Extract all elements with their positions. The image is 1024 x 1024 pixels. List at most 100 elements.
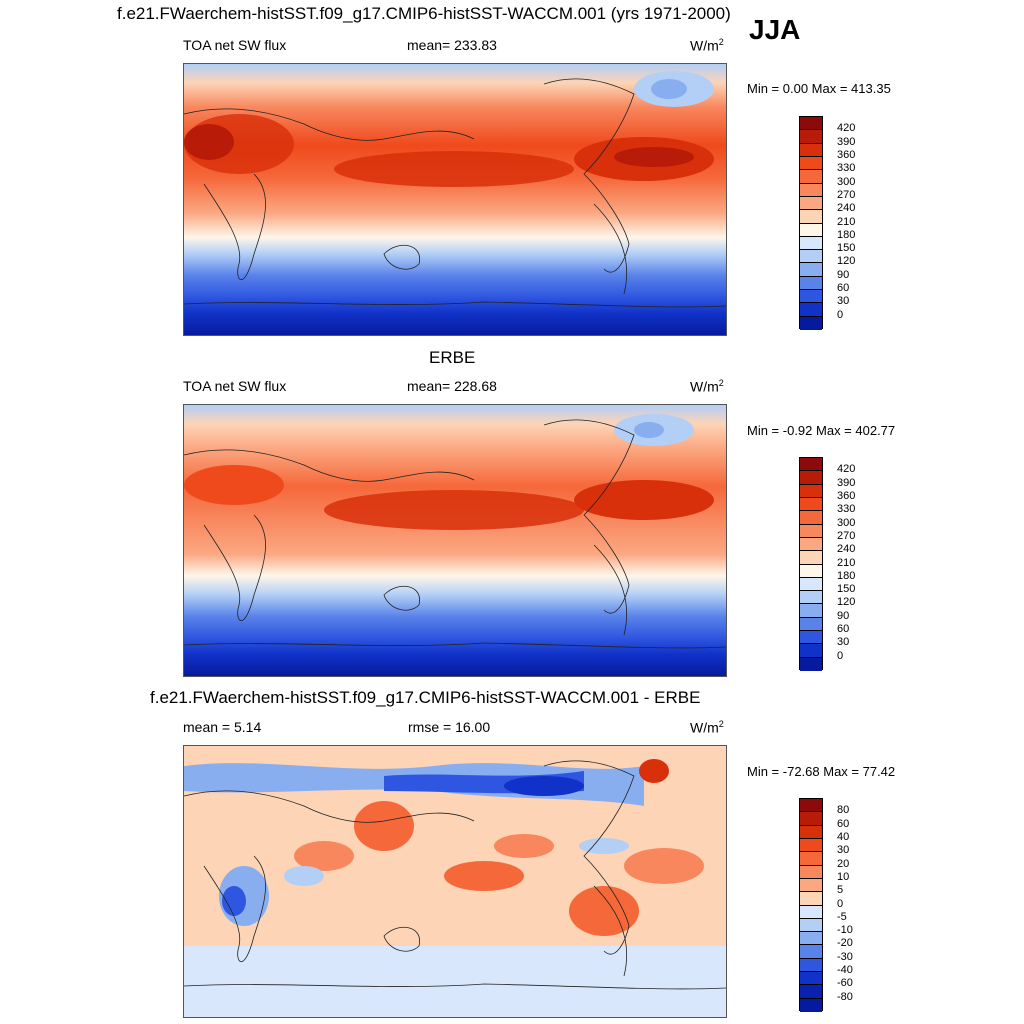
panel2-heading: ERBE (429, 348, 476, 367)
colorbar-swatch (800, 183, 822, 197)
panel2-units: W/m2 (690, 378, 724, 395)
colorbar-swatch (800, 484, 822, 498)
panel2-colorbar-swatches (799, 457, 823, 671)
panel2-variable-label: TOA net SW flux (183, 378, 287, 394)
colorbar-tick-label: 300 (837, 175, 856, 188)
colorbar-swatch (800, 812, 822, 826)
colorbar-swatch (800, 878, 822, 893)
colorbar-tick-label: 300 (837, 516, 856, 529)
colorbar-tick-label: -80 (837, 990, 853, 1003)
colorbar-tick-label: 420 (837, 122, 856, 135)
panel1-variable-label: TOA net SW flux (183, 37, 287, 53)
colorbar-tick-label: 210 (837, 215, 856, 228)
colorbar-swatch (800, 998, 822, 1012)
panel2-map-svg (184, 405, 726, 676)
figure-title: f.e21.FWaerchem-histSST.f09_g17.CMIP6-hi… (117, 4, 731, 23)
colorbar-tick-label: 240 (837, 543, 856, 556)
colorbar-tick-label: 420 (837, 463, 856, 476)
colorbar-tick-label: 10 (837, 870, 850, 883)
colorbar-tick-label: 120 (837, 255, 856, 268)
colorbar-swatch (800, 524, 822, 538)
panel3-mean-label: mean = 5.14 (183, 719, 262, 735)
panel3-map-svg (184, 746, 726, 1017)
colorbar-tick-label: 180 (837, 569, 856, 582)
colorbar-tick-label: 330 (837, 162, 856, 175)
colorbar-swatch (800, 604, 822, 618)
colorbar-swatch (800, 838, 822, 853)
panel2-mean-label: mean= 228.68 (407, 378, 497, 394)
colorbar-tick-label: 30 (837, 636, 850, 649)
colorbar-swatch (800, 564, 822, 578)
colorbar-tick-label: 30 (837, 844, 850, 857)
colorbar-swatch (800, 210, 822, 224)
colorbar-swatch (800, 236, 822, 251)
colorbar-swatch (800, 263, 822, 277)
colorbar-tick-label: -20 (837, 937, 853, 950)
panel2-map (183, 404, 727, 677)
colorbar-swatch (800, 497, 822, 512)
colorbar-tick-label: 120 (837, 596, 856, 609)
colorbar-tick-label: -10 (837, 924, 853, 937)
panel1-minmax: Min = 0.00 Max = 413.35 (747, 81, 891, 96)
colorbar-swatch (800, 537, 822, 552)
colorbar-tick-label: 5 (837, 884, 844, 897)
colorbar-tick-label: 210 (837, 556, 856, 569)
colorbar-tick-label: 180 (837, 228, 856, 241)
panel1-map-svg (184, 64, 726, 335)
colorbar-swatch (800, 196, 822, 211)
colorbar-swatch (800, 905, 822, 919)
colorbar-tick-label: 0 (837, 897, 844, 910)
colorbar-swatch (800, 825, 822, 839)
colorbar-tick-label: 360 (837, 148, 856, 161)
colorbar-tick-label: 360 (837, 489, 856, 502)
colorbar-tick-label: 270 (837, 188, 856, 201)
colorbar-tick-label: 390 (837, 476, 856, 489)
colorbar-tick-label: 90 (837, 609, 850, 622)
colorbar-swatch (800, 918, 822, 933)
colorbar-swatch (800, 972, 822, 986)
colorbar-tick-label: 60 (837, 623, 850, 636)
colorbar-swatch (800, 117, 822, 131)
panel3-colorbar-swatches (799, 798, 823, 1012)
colorbar-swatch (800, 156, 822, 171)
colorbar-swatch (800, 170, 822, 184)
colorbar-tick-label: 390 (837, 135, 856, 148)
colorbar-swatch (800, 223, 822, 237)
colorbar-tick-label: 80 (837, 804, 850, 817)
colorbar-tick-label: 30 (837, 295, 850, 308)
colorbar-swatch (800, 577, 822, 592)
colorbar-swatch (800, 471, 822, 485)
colorbar-swatch (800, 551, 822, 565)
colorbar-swatch (800, 892, 822, 906)
colorbar-swatch (800, 303, 822, 317)
colorbar-swatch (800, 985, 822, 999)
colorbar-swatch (800, 945, 822, 959)
colorbar-swatch (800, 631, 822, 645)
panel3-units: W/m2 (690, 719, 724, 736)
colorbar-swatch (800, 290, 822, 304)
colorbar-tick-label: 40 (837, 830, 850, 843)
colorbar-tick-label: 0 (837, 649, 844, 662)
colorbar-swatch (800, 852, 822, 866)
panel3-map (183, 745, 727, 1018)
colorbar-tick-label: -30 (837, 950, 853, 963)
colorbar-swatch (800, 511, 822, 525)
colorbar-swatch (800, 799, 822, 813)
colorbar-swatch (800, 250, 822, 264)
colorbar-tick-label: 60 (837, 817, 850, 830)
colorbar-swatch (800, 617, 822, 632)
colorbar-tick-label: -5 (837, 910, 847, 923)
colorbar-tick-label: 150 (837, 242, 856, 255)
colorbar-swatch (800, 316, 822, 330)
colorbar-tick-label: 60 (837, 282, 850, 295)
colorbar-tick-label: 150 (837, 583, 856, 596)
colorbar-tick-label: 330 (837, 503, 856, 516)
colorbar-swatch (800, 865, 822, 879)
colorbar-tick-label: -40 (837, 964, 853, 977)
panel1-colorbar-swatches (799, 116, 823, 330)
panel1-map (183, 63, 727, 336)
colorbar-tick-label: 0 (837, 308, 844, 321)
colorbar-swatch (800, 657, 822, 671)
colorbar-tick-label: 270 (837, 529, 856, 542)
panel1-units: W/m2 (690, 37, 724, 54)
